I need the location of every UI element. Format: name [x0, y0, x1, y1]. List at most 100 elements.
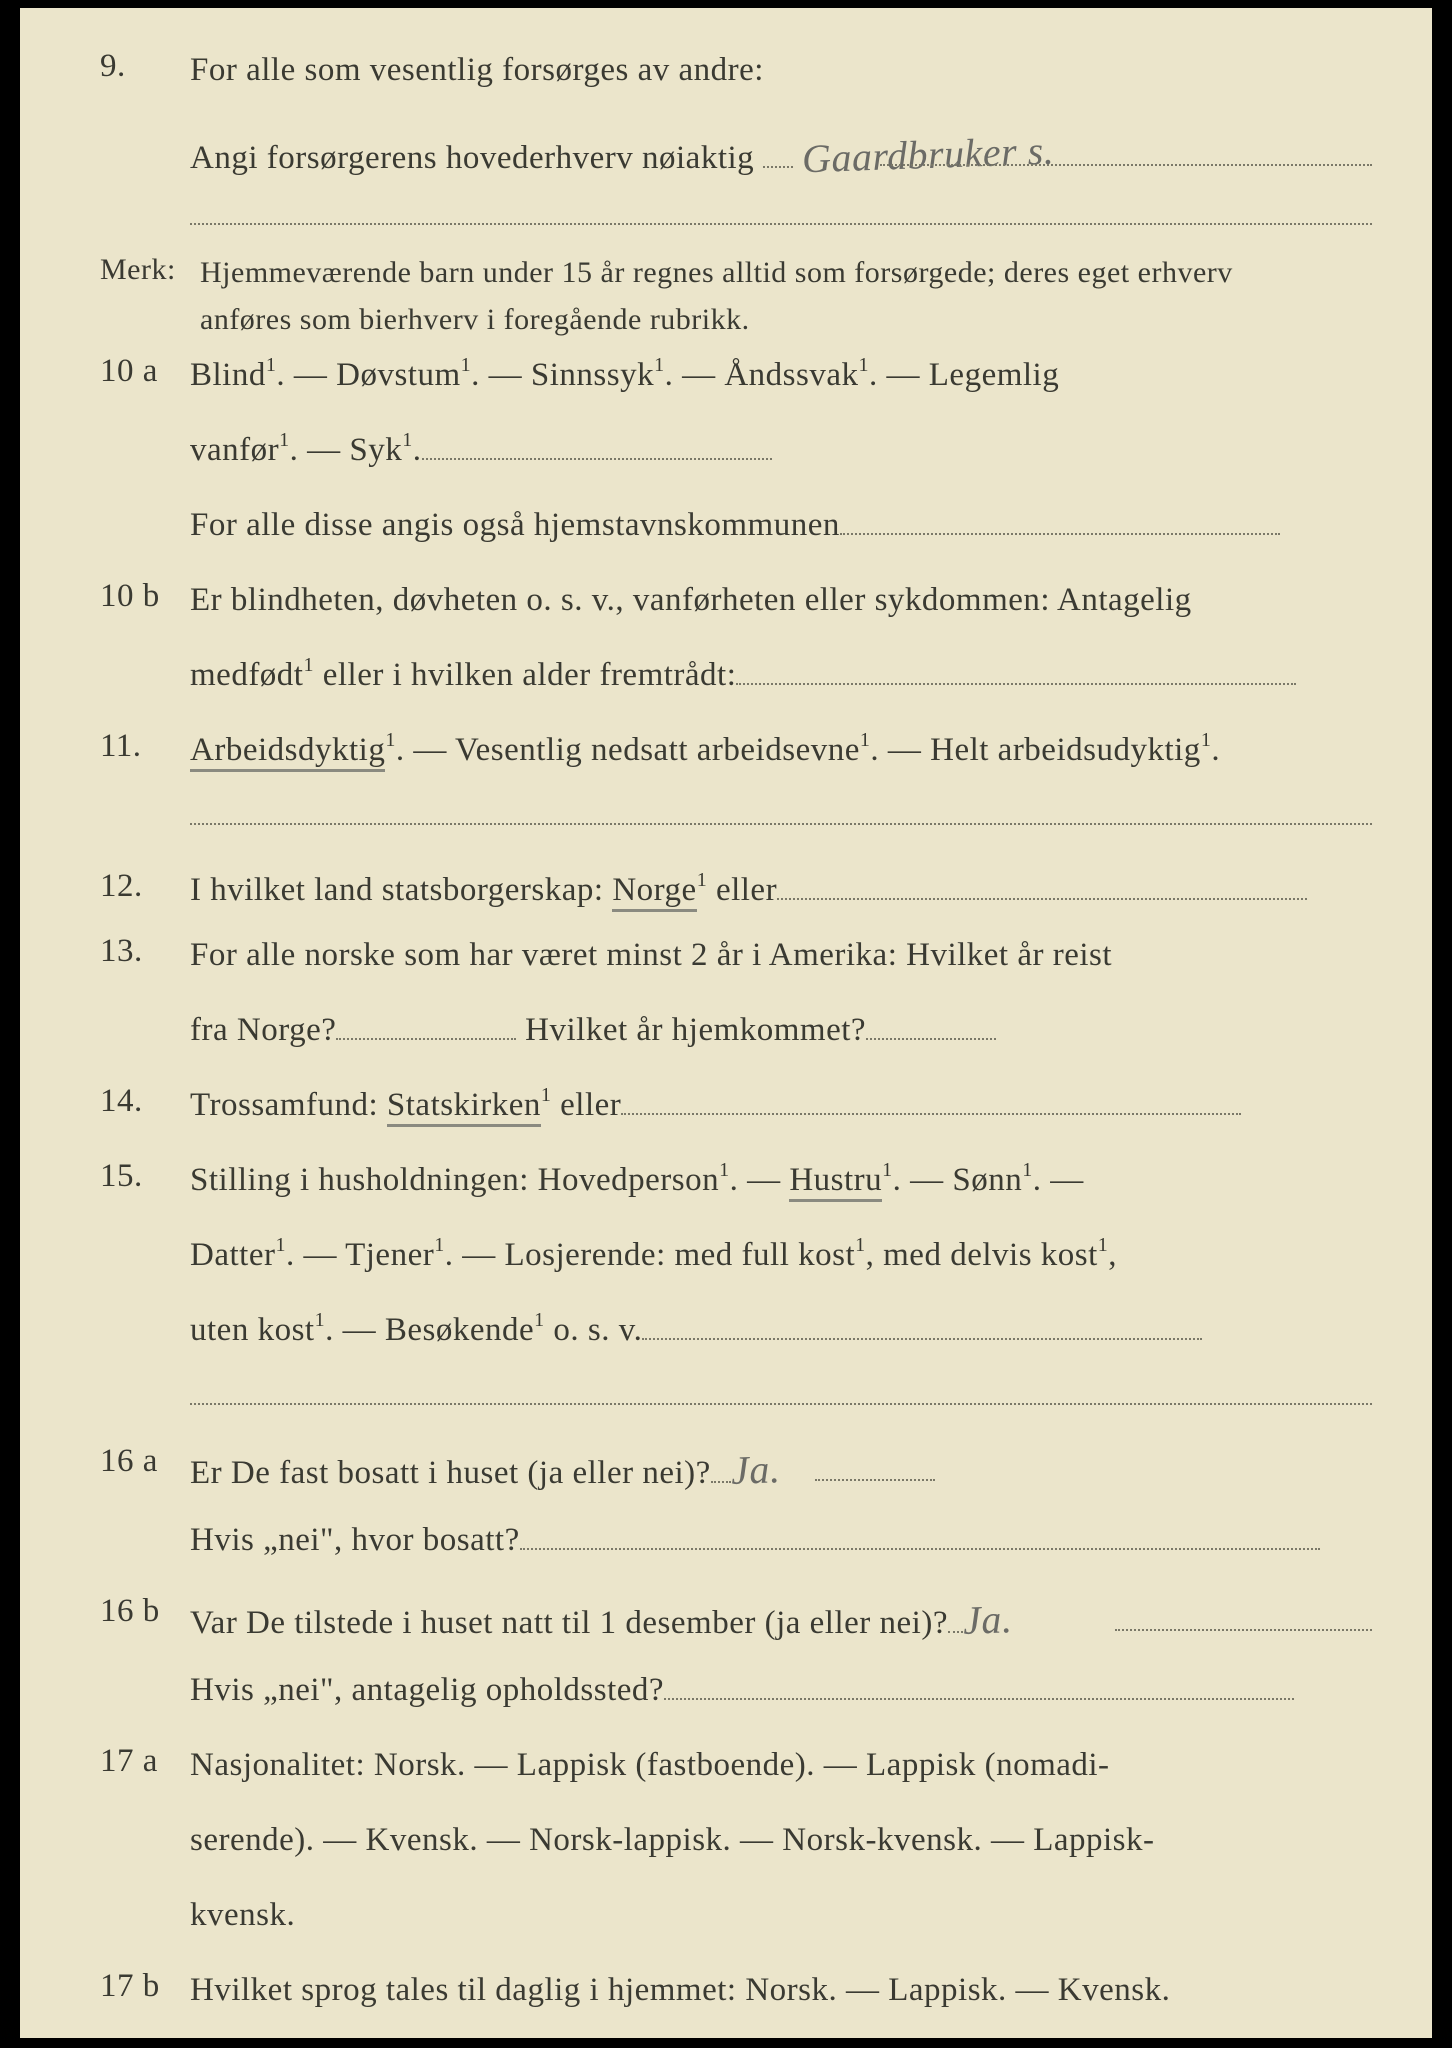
- q9-number: 9.: [100, 48, 126, 85]
- q9-handwriting: Gaardbruker s.: [801, 124, 1055, 187]
- text: medfødt: [190, 657, 303, 693]
- text: Stilling i husholdningen: Hovedperson: [190, 1162, 719, 1198]
- text: Var De tilstede i huset natt til 1 desem…: [190, 1605, 948, 1641]
- q17a-line3: kvensk.: [190, 1893, 1372, 1938]
- q16a-line2: Hvis „nei", hvor bosatt?: [190, 1518, 1372, 1563]
- sup: 1: [541, 1084, 552, 1106]
- sup: 1: [855, 1234, 866, 1256]
- fill-line[interactable]: [642, 1338, 1202, 1340]
- sup: 1: [697, 869, 708, 891]
- q17a-line1: Nasjonalitet: Norsk. — Lappisk (fastboen…: [190, 1743, 1372, 1788]
- q10b-line2: medfødt1 eller i hvilken alder fremtrådt…: [190, 653, 1372, 698]
- text: . — Helt arbeidsudyktig: [870, 732, 1200, 768]
- fill-line[interactable]: [880, 164, 1372, 166]
- sup: 1: [402, 429, 413, 451]
- q10a-number: 10 a: [100, 353, 158, 390]
- q13-line1: For alle norske som har været minst 2 år…: [190, 933, 1372, 978]
- text: . — Syk: [290, 432, 403, 468]
- q16b-line2: Hvis „nei", antagelig opholdssted?: [190, 1668, 1372, 1713]
- sup: 1: [315, 1309, 326, 1331]
- q17a-number: 17 a: [100, 1743, 158, 1780]
- sup: 1: [385, 729, 396, 751]
- q10b-line1: Er blindheten, døvheten o. s. v., vanfør…: [190, 578, 1372, 623]
- text: . — Losjerende: med full kost: [445, 1237, 855, 1273]
- q10a-line3: For alle disse angis også hjemstavnskomm…: [190, 503, 1372, 548]
- sup: 1: [1098, 1234, 1109, 1256]
- fill-line[interactable]: [866, 1038, 996, 1040]
- sup: 1: [461, 354, 472, 376]
- q12-text: I hvilket land statsborgerskap: Norge1 e…: [190, 868, 1372, 913]
- fill-line[interactable]: [664, 1698, 1294, 1700]
- sup: 1: [882, 1159, 893, 1181]
- q16a-hand: Ja.: [730, 1442, 781, 1498]
- fill-line[interactable]: [777, 898, 1307, 900]
- fill-line[interactable]: [763, 166, 793, 168]
- text-underlined: Arbeidsdyktig: [190, 732, 385, 772]
- merk-text2: anføres som bierhverv i foregående rubri…: [200, 300, 1372, 341]
- divider: [190, 823, 1372, 825]
- sup: 1: [1201, 729, 1212, 751]
- fill-line[interactable]: [422, 458, 772, 460]
- fill-line[interactable]: [621, 1113, 1241, 1115]
- text-underlined: Norge: [612, 872, 696, 912]
- q16b-line1: Var De tilstede i huset natt til 1 desem…: [190, 1593, 1372, 1647]
- text: , med delvis kost: [866, 1237, 1098, 1273]
- sup: 1: [434, 1234, 445, 1256]
- q16a-number: 16 a: [100, 1443, 158, 1480]
- text: eller i hvilken alder fremtrådt:: [314, 657, 736, 693]
- sup: 1: [266, 354, 277, 376]
- fill-line[interactable]: [520, 1548, 1320, 1550]
- fill-line[interactable]: [736, 683, 1296, 685]
- sup: 1: [534, 1309, 545, 1331]
- text: For alle disse angis også hjemstavnskomm…: [190, 507, 840, 543]
- text: . —: [1033, 1162, 1084, 1198]
- sup: 1: [275, 1234, 286, 1256]
- q9-line2-pre: Angi forsørgerens hovederhverv nøiaktig: [190, 140, 754, 176]
- text: o. s. v.: [545, 1312, 643, 1348]
- sup: 1: [859, 354, 870, 376]
- text: eller: [551, 1087, 621, 1123]
- q17a-line2: serende). — Kvensk. — Norsk-lappisk. — N…: [190, 1818, 1372, 1863]
- fill-line[interactable]: [815, 1479, 935, 1481]
- sup: 1: [860, 729, 871, 751]
- text: fra Norge?: [190, 1012, 336, 1048]
- q13-line2: fra Norge? Hvilket år hjemkommet?: [190, 1008, 1372, 1053]
- q11-number: 11.: [100, 728, 142, 765]
- fill-line[interactable]: [336, 1038, 516, 1040]
- text: Hvilket år hjemkommet?: [525, 1012, 866, 1048]
- text: eller: [707, 872, 777, 908]
- merk-label: Merk:: [100, 253, 176, 287]
- text: .: [413, 432, 422, 468]
- divider: [190, 1403, 1372, 1405]
- sup: 1: [303, 654, 314, 676]
- q10b-number: 10 b: [100, 578, 160, 615]
- q9-line1: For alle som vesentlig forsørges av andr…: [190, 48, 1372, 93]
- text: Datter: [190, 1237, 275, 1273]
- text: I hvilket land statsborgerskap:: [190, 872, 612, 908]
- q15-line3: uten kost1. — Besøkende1 o. s. v.: [190, 1308, 1372, 1353]
- sup: 1: [1022, 1159, 1033, 1181]
- text-underlined: Statskirken: [387, 1087, 541, 1127]
- text: .: [1211, 732, 1220, 768]
- text: . — Åndssvak: [665, 357, 859, 393]
- text: . —: [730, 1162, 790, 1198]
- fill-line[interactable]: [1115, 1629, 1372, 1631]
- fill-line[interactable]: [840, 533, 1280, 535]
- text: Hvis „nei", antagelig opholdssted?: [190, 1672, 664, 1708]
- fill-line[interactable]: [948, 1631, 963, 1633]
- q10a-line1: Blind1. — Døvstum1. — Sinnssyk1. — Åndss…: [190, 353, 1372, 398]
- text: vanfør: [190, 432, 279, 468]
- text: Trossamfund:: [190, 1087, 387, 1123]
- q16b-hand: Ja.: [962, 1592, 1013, 1648]
- q10a-line2: vanfør1. — Syk1.: [190, 428, 1372, 473]
- q14-text: Trossamfund: Statskirken1 eller: [190, 1083, 1372, 1128]
- form-page: 9. For alle som vesentlig forsørges av a…: [20, 8, 1432, 2038]
- text: . — Sinnssyk: [471, 357, 654, 393]
- text: . — Vesentlig nedsatt arbeidsevne: [396, 732, 860, 768]
- text: . — Døvstum: [276, 357, 460, 393]
- fill-line[interactable]: [711, 1481, 731, 1483]
- sup: 1: [654, 354, 665, 376]
- sup: 1: [279, 429, 290, 451]
- q17b-number: 17 b: [100, 1968, 160, 2005]
- text: . — Besøkende: [325, 1312, 534, 1348]
